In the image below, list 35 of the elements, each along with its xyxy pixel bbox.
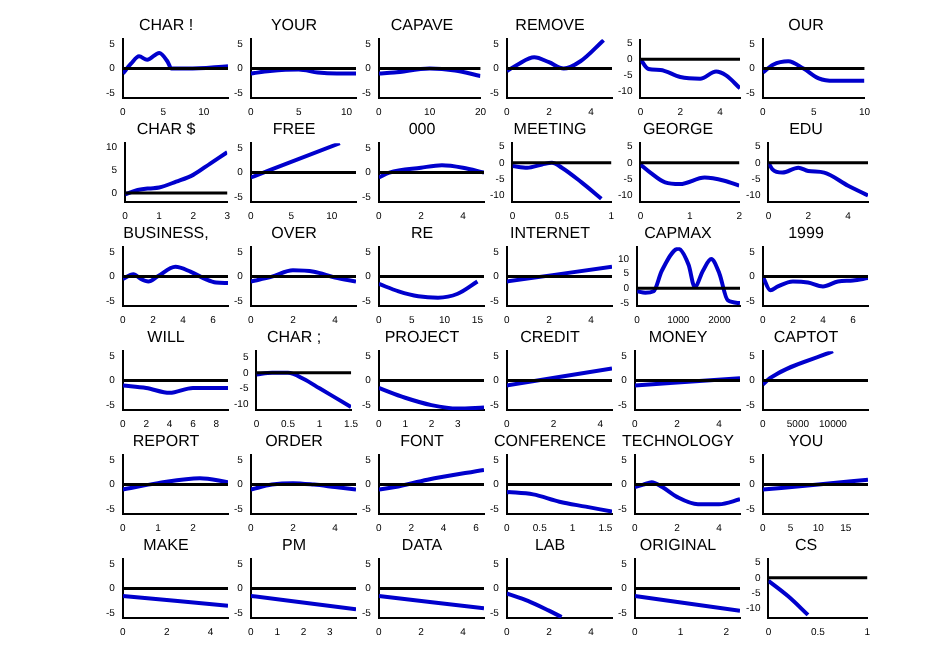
chart-title: MAKE <box>143 536 189 555</box>
chart-title: MONEY <box>648 328 709 347</box>
chart-title: REMOVE <box>515 16 585 35</box>
chart-title: CS <box>794 536 818 555</box>
chart-title: 1999 <box>788 224 825 243</box>
chart-title: ORIGINAL <box>639 536 718 555</box>
chart-title: CAPTOT <box>773 328 839 347</box>
chart-title: TECHNOLOGY <box>621 432 736 451</box>
chart-title: CHAR ; <box>266 328 322 347</box>
chart-title: RE <box>410 224 434 243</box>
chart-title: CREDIT <box>520 328 580 347</box>
chart-title: CAPAVE <box>390 16 454 35</box>
chart-title: REPORT <box>132 432 200 451</box>
chart-title: LAB <box>534 536 566 555</box>
chart-title: CAPMAX <box>644 224 714 243</box>
chart-title: ORDER <box>265 432 324 451</box>
chart-title: WILL <box>147 328 186 347</box>
chart-title: OVER <box>271 224 318 243</box>
chart-title: INTERNET <box>510 224 591 243</box>
chart-title: BUSINESS, <box>123 224 209 243</box>
chart-title: DATA <box>401 536 444 555</box>
chart-title: PROJECT <box>384 328 460 347</box>
chart-title: 000 <box>408 120 437 139</box>
chart-title: PM <box>282 536 307 555</box>
chart-title: YOU <box>788 432 824 451</box>
chart-title: GEORGE <box>642 120 714 139</box>
chart-title: YOUR <box>270 16 318 35</box>
chart-title: CHAR $ <box>136 120 197 139</box>
chart-title: CHAR ! <box>138 16 194 35</box>
chart-title: FONT <box>400 432 444 451</box>
chart-title: MEETING <box>513 120 587 139</box>
chart-title: FREE <box>272 120 316 139</box>
chart-title: OUR <box>788 16 825 35</box>
chart-title: CONFERENCE <box>493 432 607 451</box>
chart-title: EDU <box>789 120 824 139</box>
